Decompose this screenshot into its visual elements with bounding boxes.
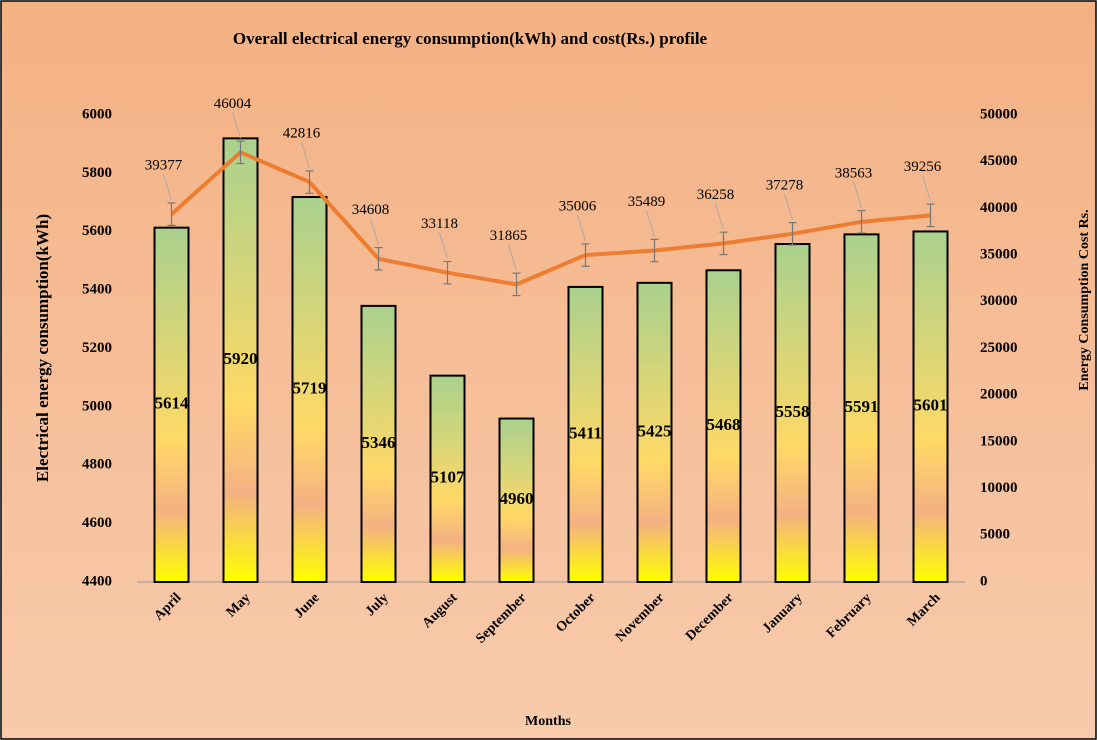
y-tick-label: 4600: [82, 515, 112, 531]
bar: [291, 196, 328, 583]
bar: [222, 137, 259, 583]
line-value-label: 38563: [835, 165, 873, 181]
bar: [912, 230, 949, 583]
bar: [636, 281, 673, 583]
line-value-label: 39256: [904, 159, 942, 175]
bar: [567, 285, 604, 583]
error-bar: [857, 210, 866, 234]
bar-value-label: 5411: [569, 423, 602, 442]
leader-line: [715, 203, 724, 230]
y-tick-label: 5800: [82, 165, 112, 181]
line-value-label: 34608: [352, 202, 390, 218]
error-bar: [167, 202, 176, 227]
y2-tick-label: 20000: [980, 387, 1018, 403]
cost-line: [170, 149, 931, 287]
y2-tick-label: 35000: [980, 247, 1018, 263]
leader-line: [784, 193, 793, 220]
bar-value-label: 5591: [845, 397, 879, 416]
bar-value-label: 5425: [638, 421, 672, 440]
leader-line: [508, 244, 517, 271]
error-bar: [443, 260, 452, 285]
error-bar: [236, 140, 245, 165]
bar: [429, 374, 466, 583]
line-value-label: 46004: [214, 96, 252, 112]
x-axis-label: Months: [525, 714, 571, 729]
leader-line: [439, 232, 448, 259]
line-value-label: 42816: [283, 126, 321, 142]
bar-value-label: 5558: [776, 402, 810, 421]
error-bar: [512, 272, 521, 297]
line-value-label: 31865: [490, 228, 528, 244]
bar-value-label: 5719: [293, 378, 327, 397]
line-value-label: 35006: [559, 198, 597, 214]
y-tick-label: 5400: [82, 282, 112, 298]
y-tick-label: 5600: [82, 223, 112, 239]
bar: [153, 226, 190, 583]
error-bar: [305, 170, 314, 194]
bar-value-label: 5614: [155, 394, 190, 413]
line-value-label: 37278: [766, 177, 804, 193]
y-tick-label: 4400: [82, 573, 112, 589]
leader-line: [922, 175, 931, 202]
error-bar: [374, 246, 383, 271]
bar: [705, 269, 742, 583]
leader-line: [232, 112, 241, 139]
y2-tick-label: 50000: [980, 106, 1018, 122]
line-value-label: 33118: [421, 216, 458, 232]
leader-line: [301, 141, 310, 169]
leader-line: [163, 174, 172, 201]
chart-title: Overall electrical energy consumption(kW…: [233, 29, 708, 48]
y-axis-label: Electrical energy consumption(kWh): [33, 214, 52, 482]
bar: [360, 304, 397, 583]
y2-tick-label: 5000: [980, 527, 1010, 543]
y2-tick-label: 0: [980, 573, 988, 589]
bar-value-label: 5107: [431, 468, 466, 487]
y-tick-label: 4800: [82, 457, 112, 473]
bar: [843, 233, 880, 584]
error-bar: [788, 222, 797, 246]
y-tick-label: 6000: [82, 106, 112, 122]
y-tick-label: 5000: [82, 398, 112, 414]
error-bar: [926, 203, 935, 228]
bar: [498, 417, 535, 583]
y2-tick-label: 40000: [980, 200, 1018, 216]
bar-value-label: 5920: [224, 349, 258, 368]
y2-tick-label: 25000: [980, 340, 1018, 356]
leader-line: [646, 210, 655, 237]
bar-value-label: 5601: [914, 396, 948, 415]
error-bar: [650, 238, 659, 263]
error-bar: [719, 231, 728, 256]
line-value-label: 35489: [628, 194, 666, 210]
y2-axis-label: Energy Consumption Cost Rs.: [1077, 209, 1092, 390]
line-value-label: 36258: [697, 187, 735, 203]
y2-tick-label: 30000: [980, 293, 1018, 309]
bar-value-label: 5468: [707, 415, 741, 434]
y2-tick-label: 10000: [980, 480, 1018, 496]
y2-tick-label: 45000: [980, 153, 1018, 169]
leader-line: [853, 181, 862, 208]
error-bar: [581, 243, 590, 267]
bar-value-label: 4960: [500, 489, 534, 508]
leader-line: [370, 218, 379, 245]
y2-tick-label: 15000: [980, 433, 1018, 449]
leader-line: [577, 214, 586, 242]
line-value-label: 39377: [145, 158, 183, 174]
bar-value-label: 5346: [362, 433, 396, 452]
y-tick-label: 5200: [82, 340, 112, 356]
